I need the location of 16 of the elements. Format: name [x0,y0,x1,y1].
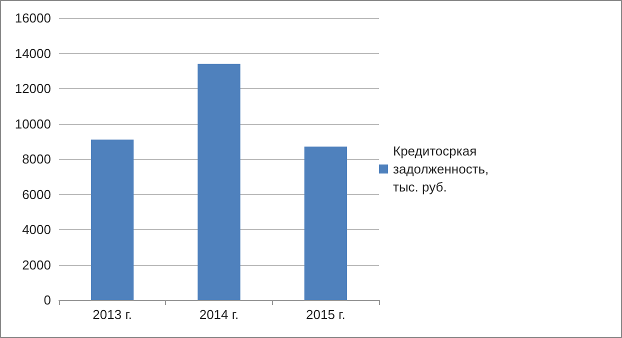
legend-label: Кредитосркая задолженность, тыс. руб. [393,144,492,194]
y-tick-label: 14000 [14,46,51,61]
y-tick-label: 4000 [22,222,51,237]
bar [198,64,240,300]
x-tick-label: 2014 г. [199,307,239,322]
bar [91,140,134,300]
bar [304,146,347,300]
y-tick-label: 2000 [22,257,51,272]
x-tick-label: 2015 г. [306,307,346,322]
y-tick-label: 10000 [14,116,51,132]
y-tick-label: 8000 [22,152,51,166]
y-tick-label: 6000 [22,186,51,202]
y-tick-label: 16000 [14,10,51,26]
x-tick-label: 2013 г. [92,307,132,322]
y-tick-label: 12000 [14,81,51,96]
y-tick-label: 0 [44,292,51,308]
